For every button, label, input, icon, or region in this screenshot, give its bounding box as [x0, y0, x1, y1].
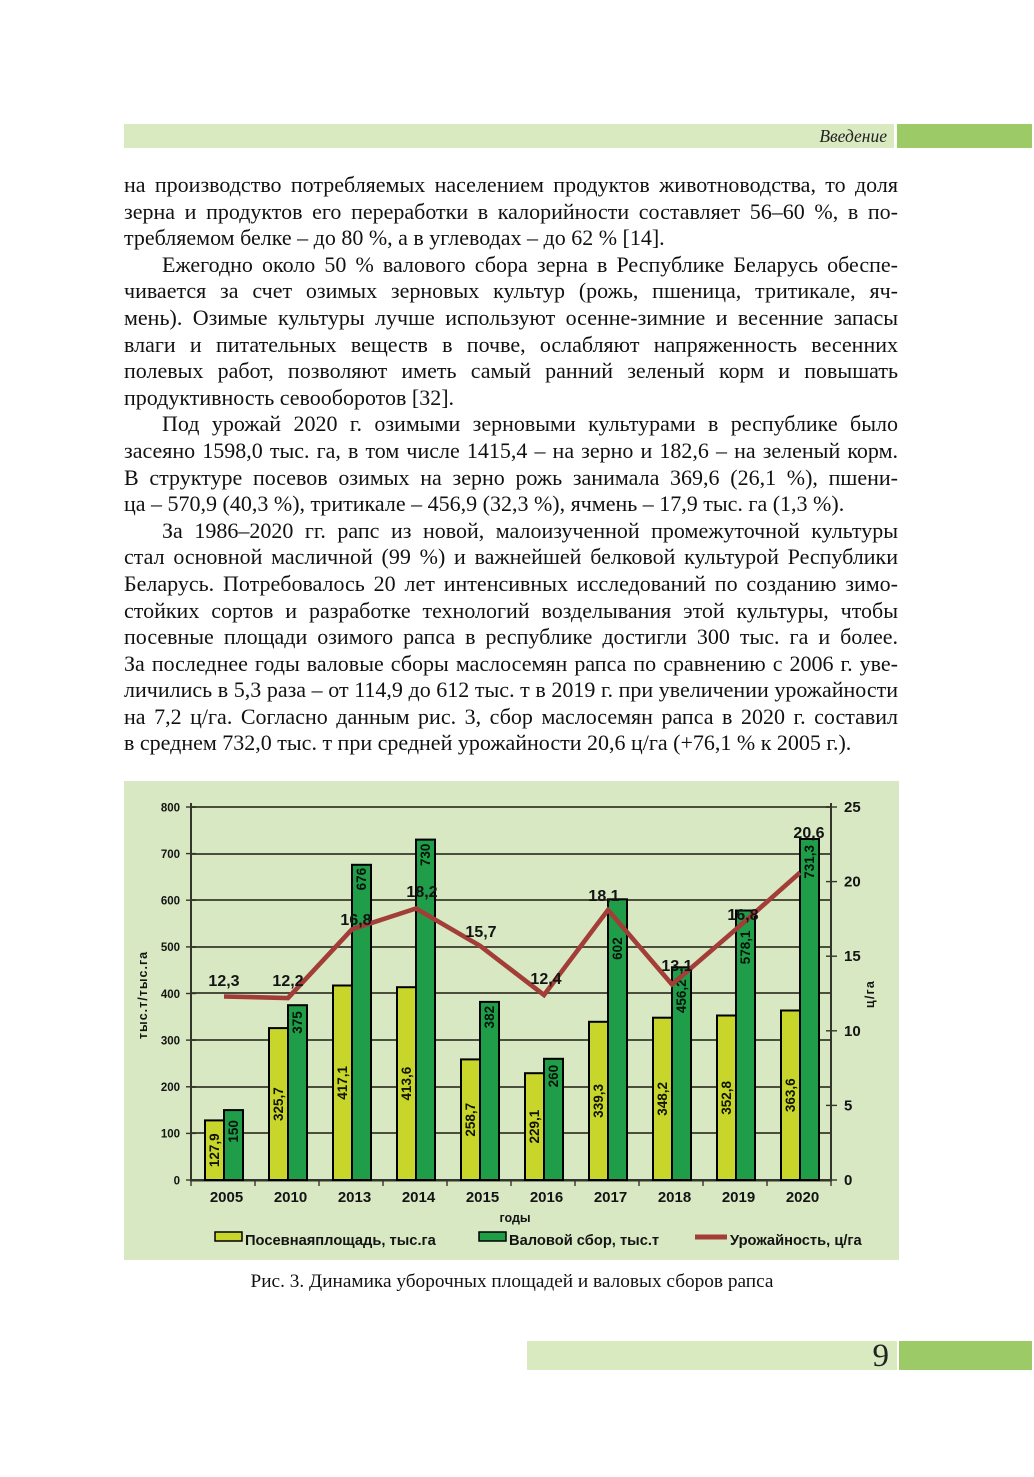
- svg-text:20: 20: [844, 874, 861, 891]
- svg-text:2014: 2014: [402, 1189, 436, 1206]
- svg-text:2010: 2010: [274, 1189, 307, 1206]
- svg-text:2017: 2017: [594, 1189, 627, 1206]
- svg-text:12,4: 12,4: [530, 971, 561, 988]
- svg-text:2020: 2020: [786, 1189, 819, 1206]
- svg-text:413,6: 413,6: [399, 1066, 414, 1100]
- svg-text:Валовой сбор, тыс.т: Валовой сбор, тыс.т: [509, 1233, 659, 1249]
- svg-text:2019: 2019: [722, 1189, 755, 1206]
- svg-text:348,2: 348,2: [655, 1082, 670, 1116]
- svg-text:363,6: 363,6: [783, 1078, 798, 1112]
- svg-text:2005: 2005: [210, 1189, 243, 1206]
- svg-text:15: 15: [844, 948, 861, 965]
- svg-text:годы: годы: [499, 1211, 530, 1225]
- svg-text:676: 676: [354, 867, 369, 890]
- svg-text:600: 600: [161, 896, 180, 908]
- svg-text:20,6: 20,6: [793, 825, 824, 842]
- svg-text:127,9: 127,9: [207, 1133, 222, 1167]
- svg-text:100: 100: [161, 1129, 180, 1141]
- svg-text:16,8: 16,8: [340, 912, 371, 929]
- svg-text:730: 730: [418, 844, 433, 867]
- svg-text:200: 200: [161, 1082, 180, 1094]
- svg-text:602: 602: [610, 937, 625, 960]
- svg-text:325,7: 325,7: [271, 1087, 286, 1121]
- svg-text:тыс.т/тыс.га: тыс.т/тыс.га: [136, 951, 150, 1039]
- svg-text:2013: 2013: [338, 1189, 371, 1206]
- svg-text:Посевнаяплощадь, тыс.га: Посевнаяплощадь, тыс.га: [245, 1233, 437, 1249]
- svg-text:260: 260: [546, 1065, 561, 1088]
- svg-text:0: 0: [844, 1172, 852, 1189]
- svg-text:12,2: 12,2: [272, 973, 303, 990]
- svg-text:339,3: 339,3: [591, 1084, 606, 1118]
- svg-text:400: 400: [161, 989, 180, 1001]
- svg-text:578,1: 578,1: [738, 930, 753, 964]
- svg-text:352,8: 352,8: [719, 1080, 734, 1114]
- svg-text:456,2: 456,2: [674, 979, 689, 1013]
- svg-text:2016: 2016: [530, 1189, 563, 1206]
- svg-text:Урожайность, ц/га: Урожайность, ц/га: [730, 1233, 863, 1249]
- svg-text:417,1: 417,1: [335, 1065, 350, 1099]
- svg-text:16,8: 16,8: [727, 907, 758, 924]
- svg-text:229,1: 229,1: [527, 1109, 542, 1143]
- svg-text:12,3: 12,3: [208, 973, 239, 990]
- svg-text:2015: 2015: [466, 1189, 499, 1206]
- svg-text:5: 5: [844, 1097, 852, 1114]
- svg-text:2018: 2018: [658, 1189, 691, 1206]
- svg-text:10: 10: [844, 1023, 861, 1040]
- svg-text:258,7: 258,7: [463, 1103, 478, 1137]
- svg-text:0: 0: [174, 1175, 180, 1187]
- svg-text:700: 700: [161, 849, 180, 861]
- svg-text:300: 300: [161, 1035, 180, 1047]
- svg-text:500: 500: [161, 942, 180, 954]
- svg-text:382: 382: [482, 1006, 497, 1029]
- svg-text:ц/га: ц/га: [863, 980, 877, 1008]
- svg-text:13,1: 13,1: [661, 958, 692, 975]
- svg-text:25: 25: [844, 799, 861, 816]
- svg-text:18,2: 18,2: [406, 884, 437, 901]
- svg-text:731,3: 731,3: [802, 845, 817, 879]
- svg-text:15,7: 15,7: [465, 924, 496, 941]
- svg-text:800: 800: [161, 802, 180, 814]
- svg-text:150: 150: [226, 1120, 241, 1143]
- svg-text:18,1: 18,1: [588, 888, 619, 905]
- svg-text:375: 375: [290, 1011, 305, 1034]
